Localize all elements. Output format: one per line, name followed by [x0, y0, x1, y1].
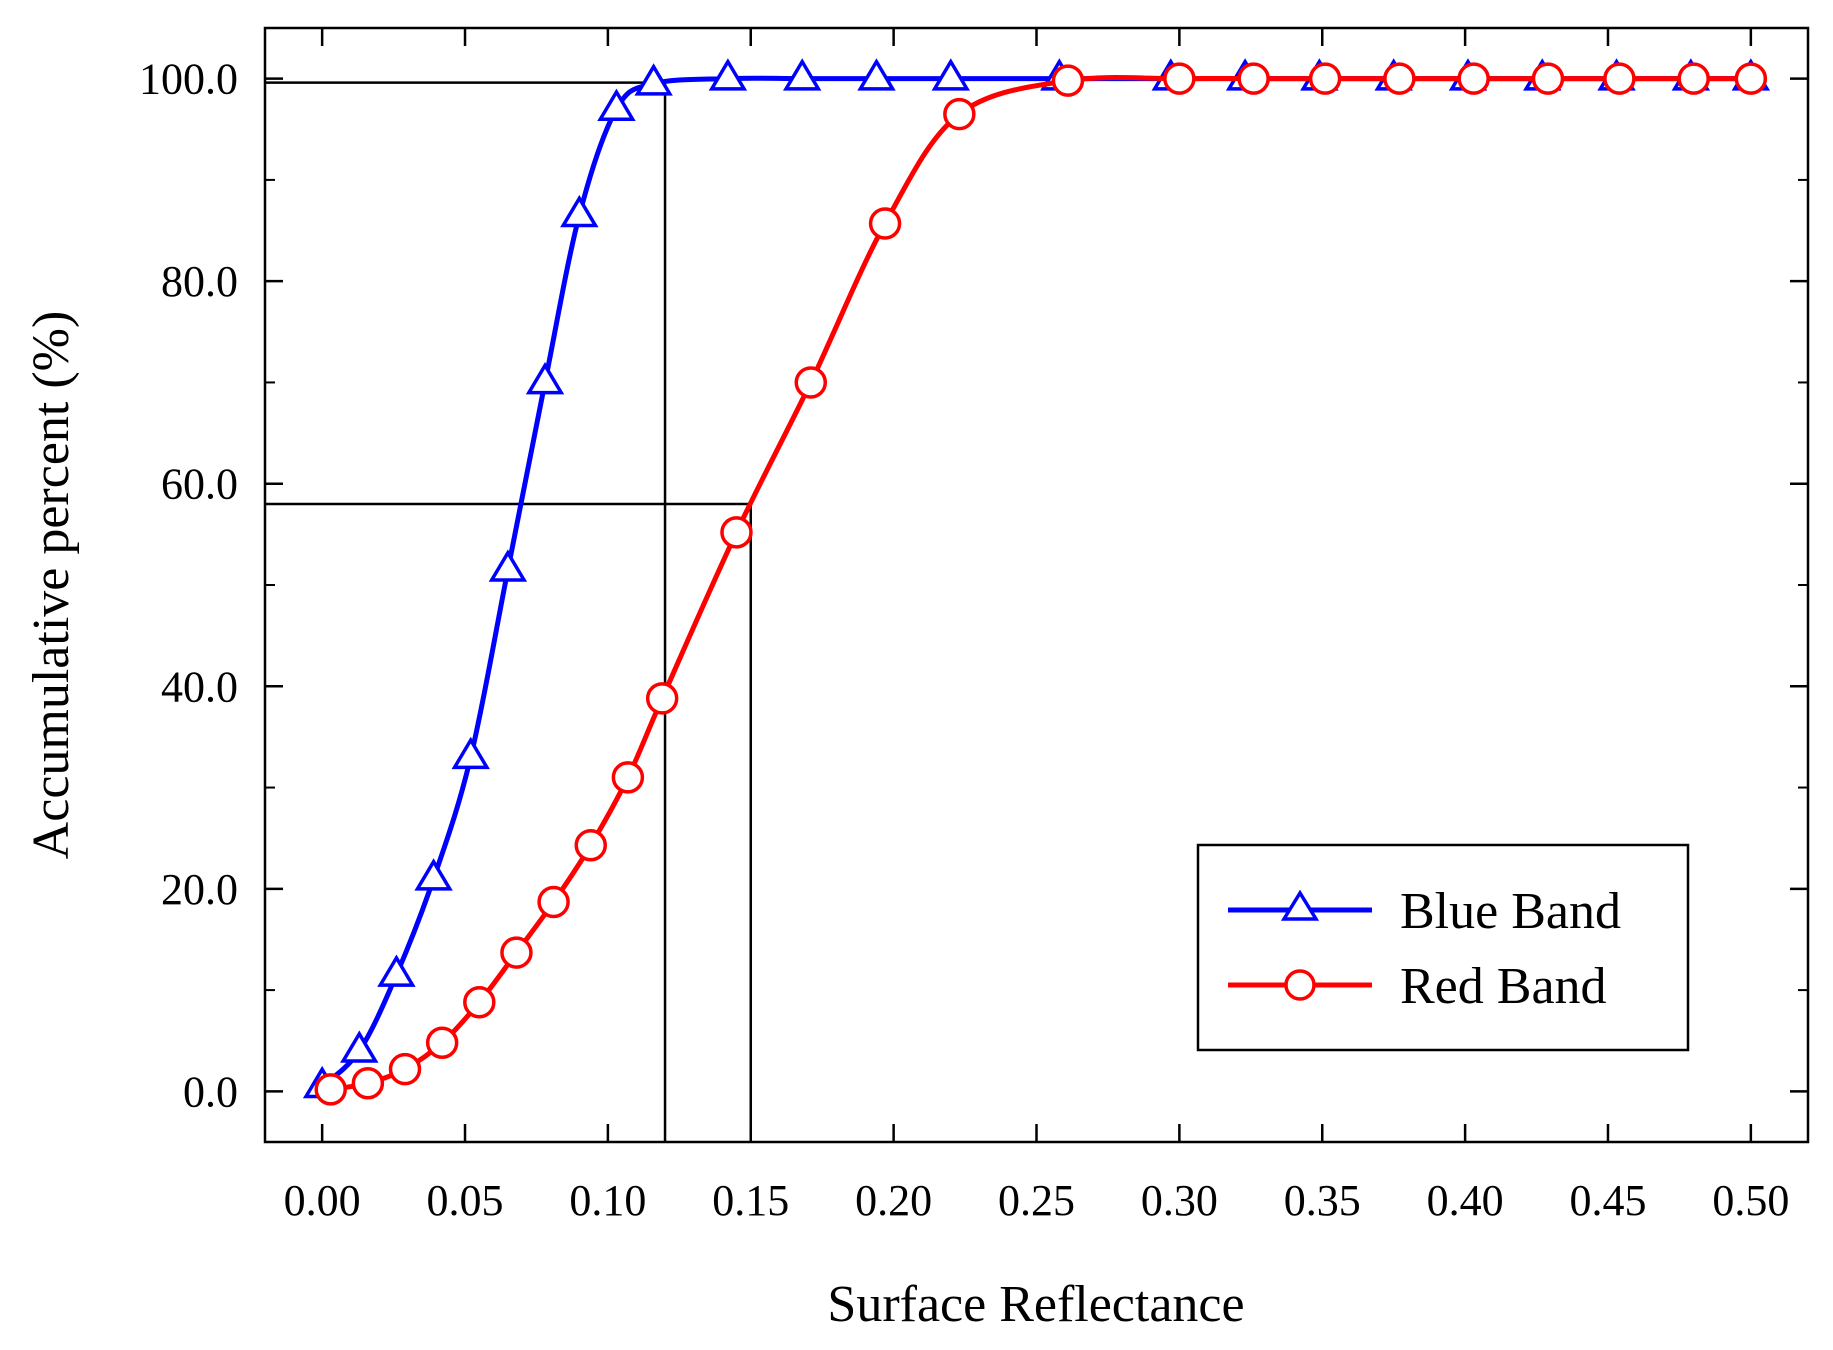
x-tick-label: 0.00 — [284, 1176, 361, 1225]
data-point-circle — [794, 366, 828, 399]
reference-lines — [265, 81, 753, 1142]
data-point-triangle — [525, 362, 565, 395]
x-tick-label: 0.45 — [1569, 1176, 1646, 1225]
legend-box — [1196, 843, 1690, 1052]
x-tick-label: 0.35 — [1284, 1176, 1361, 1225]
x-tick-label: 0.05 — [427, 1176, 504, 1225]
data-point-circle — [868, 207, 902, 240]
y-tick-label: 0.0 — [183, 1067, 238, 1116]
data-point-triangle — [414, 858, 453, 891]
y-tick-labels: 0.0 20.0 40.0 60.0 80.0 100.0 — [139, 55, 238, 1117]
data-point-circle — [500, 936, 533, 969]
data-point-triangle — [857, 58, 896, 91]
legend-label-blue: Blue Band — [1400, 883, 1621, 940]
data-point-triangle — [560, 194, 599, 228]
data-point-circle — [1457, 62, 1490, 95]
data-point-circle — [720, 516, 753, 549]
data-point-circle — [314, 1073, 347, 1106]
data-point-circle — [463, 985, 496, 1019]
legend: Blue Band Red Band — [1196, 843, 1690, 1052]
data-point-triangle — [782, 58, 822, 91]
y-tick-label: 100.0 — [139, 55, 238, 104]
data-point-circle — [537, 885, 570, 919]
x-axis-title: Surface Reflectance — [827, 1276, 1244, 1333]
axis-ticks — [265, 28, 1808, 1142]
x-tick-labels: 0.00 0.05 0.10 0.15 0.20 0.25 0.30 0.35 0.40 0.45… — [284, 1176, 1790, 1225]
x-tick-label: 0.25 — [998, 1176, 1075, 1225]
x-tick-label: 0.50 — [1712, 1176, 1789, 1225]
legend-marker-blue — [1280, 889, 1320, 921]
data-point-circle — [1237, 62, 1270, 95]
x-tick-label: 0.15 — [712, 1176, 789, 1225]
data-point-circle — [1677, 62, 1710, 95]
data-point-circle — [388, 1052, 422, 1086]
data-point-triangle — [488, 549, 528, 582]
x-tick-label: 0.30 — [1141, 1176, 1218, 1225]
data-point-circle — [1603, 62, 1636, 95]
data-point-circle — [1531, 62, 1565, 95]
data-point-triangle — [451, 736, 490, 770]
data-point-circle — [425, 1026, 459, 1060]
data-point-circle — [645, 682, 679, 715]
data-point-circle — [1308, 62, 1342, 95]
data-point-circle — [1734, 62, 1768, 95]
data-point-triangle — [634, 63, 673, 96]
y-tick-label: 80.0 — [161, 257, 238, 306]
data-point-triangle — [340, 1030, 379, 1063]
x-tick-label: 0.20 — [855, 1176, 932, 1225]
series-red-band — [314, 62, 1768, 1106]
data-point-circle — [1051, 64, 1085, 97]
legend-marker-red — [1284, 969, 1316, 1001]
data-point-circle — [1383, 62, 1416, 95]
y-tick-label: 20.0 — [161, 865, 238, 914]
legend-label-red: Red Band — [1400, 958, 1607, 1015]
data-point-triangle — [597, 88, 636, 121]
data-point-circle — [611, 761, 645, 794]
x-tick-label: 0.10 — [569, 1176, 646, 1225]
data-point-circle — [351, 1067, 385, 1100]
data-point-circle — [1163, 62, 1196, 95]
data-point-circle — [943, 97, 976, 131]
y-tick-label: 60.0 — [161, 460, 238, 509]
y-tick-label: 40.0 — [161, 662, 238, 711]
data-point-triangle — [931, 58, 971, 91]
data-point-circle — [574, 829, 607, 862]
data-point-triangle — [377, 954, 416, 987]
y-axis-title: Accumulative percent (%) — [23, 311, 80, 860]
series-layer — [302, 58, 1771, 1106]
data-point-triangle — [708, 58, 748, 91]
x-tick-label: 0.40 — [1427, 1176, 1504, 1225]
